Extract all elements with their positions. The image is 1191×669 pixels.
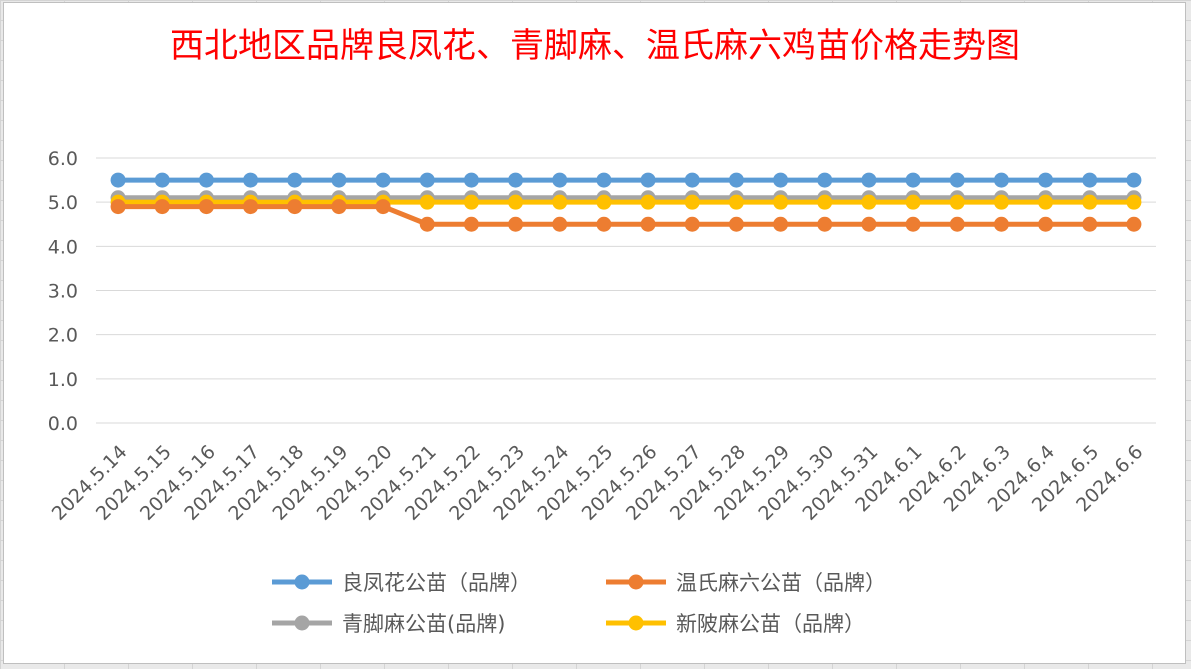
- data-point: [684, 194, 700, 210]
- data-point: [817, 172, 833, 188]
- data-point: [949, 216, 965, 232]
- data-point: [508, 194, 524, 210]
- legend-marker: [294, 574, 310, 590]
- y-tick-label: 2.0: [48, 325, 78, 347]
- data-point: [684, 216, 700, 232]
- data-point: [419, 216, 435, 232]
- data-point: [463, 216, 479, 232]
- data-point: [640, 216, 656, 232]
- data-point: [198, 199, 214, 215]
- data-point: [861, 216, 877, 232]
- data-point: [905, 194, 921, 210]
- data-point: [640, 194, 656, 210]
- y-tick-label: 1.0: [48, 369, 78, 391]
- data-point: [596, 216, 612, 232]
- legend-label: 青脚麻公苗(品牌): [342, 612, 505, 636]
- data-point: [508, 216, 524, 232]
- data-point: [198, 172, 214, 188]
- data-point: [154, 172, 170, 188]
- series-4: [110, 199, 1142, 232]
- data-point: [1126, 194, 1142, 210]
- data-point: [596, 194, 612, 210]
- data-point: [243, 172, 259, 188]
- data-point: [463, 172, 479, 188]
- data-point: [949, 172, 965, 188]
- data-point: [463, 194, 479, 210]
- data-point: [154, 199, 170, 215]
- data-point: [773, 172, 789, 188]
- data-point: [861, 172, 877, 188]
- data-point: [728, 172, 744, 188]
- data-point: [728, 194, 744, 210]
- data-point: [552, 172, 568, 188]
- data-point: [287, 199, 303, 215]
- y-tick-label: 0.0: [48, 413, 78, 435]
- data-point: [110, 199, 126, 215]
- legend-item: 青脚麻公苗(品牌): [272, 612, 505, 636]
- data-point: [1082, 194, 1098, 210]
- data-point: [552, 216, 568, 232]
- y-tick-label: 6.0: [48, 148, 78, 170]
- data-point: [419, 194, 435, 210]
- chart-area[interactable]: [3, 2, 1186, 664]
- data-point: [375, 199, 391, 215]
- data-point: [861, 194, 877, 210]
- data-point: [993, 172, 1009, 188]
- series-1: [110, 172, 1142, 188]
- data-point: [1038, 194, 1054, 210]
- data-point: [1038, 172, 1054, 188]
- data-point: [331, 172, 347, 188]
- y-tick-label: 4.0: [48, 236, 78, 258]
- data-point: [817, 194, 833, 210]
- data-point: [817, 216, 833, 232]
- data-point: [552, 194, 568, 210]
- chart-title: 西北地区品牌良凤花、青脚麻、温氏麻六鸡苗价格走势图: [170, 26, 1020, 66]
- legend-marker: [294, 615, 310, 631]
- data-point: [993, 216, 1009, 232]
- legend-marker: [628, 615, 644, 631]
- legend-item: 温氏麻六公苗（品牌）: [606, 571, 886, 595]
- data-point: [640, 172, 656, 188]
- y-tick-label: 3.0: [48, 281, 78, 303]
- data-point: [773, 194, 789, 210]
- data-point: [905, 216, 921, 232]
- data-point: [773, 216, 789, 232]
- legend-label: 良凤花公苗（品牌）: [342, 571, 531, 595]
- data-point: [1126, 172, 1142, 188]
- data-point: [419, 172, 435, 188]
- data-point: [905, 172, 921, 188]
- legend-item: 新陂麻公苗（品牌）: [606, 612, 865, 636]
- data-point: [375, 172, 391, 188]
- data-point: [1126, 216, 1142, 232]
- data-point: [508, 172, 524, 188]
- data-point: [949, 194, 965, 210]
- legend-item: 良凤花公苗（品牌）: [272, 571, 531, 595]
- data-point: [684, 172, 700, 188]
- data-point: [1082, 216, 1098, 232]
- legend-label: 温氏麻六公苗（品牌）: [676, 571, 886, 595]
- y-tick-label: 5.0: [48, 192, 78, 214]
- data-point: [596, 172, 612, 188]
- data-point: [728, 216, 744, 232]
- data-point: [110, 172, 126, 188]
- data-point: [1082, 172, 1098, 188]
- data-point: [287, 172, 303, 188]
- legend-marker: [628, 574, 644, 590]
- data-point: [1038, 216, 1054, 232]
- data-point: [243, 199, 259, 215]
- legend-label: 新陂麻公苗（品牌）: [676, 612, 865, 636]
- series-line: [118, 204, 1134, 227]
- data-point: [993, 194, 1009, 210]
- data-point: [331, 199, 347, 215]
